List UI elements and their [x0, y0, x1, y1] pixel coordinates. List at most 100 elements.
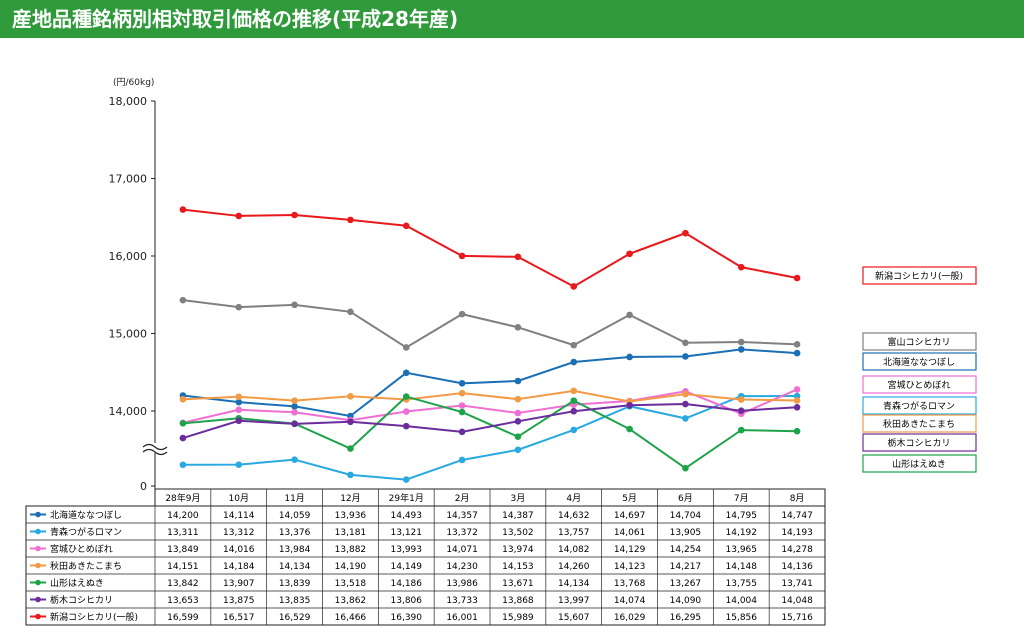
series-label: 栃木コシヒカリ [887, 437, 950, 449]
series-label: 新潟コシヒカリ(一般) [875, 270, 963, 282]
legend-label: 栃木コシヒカリ [50, 594, 113, 606]
data-label: 14,184 [223, 562, 255, 572]
x-tick-label: 28年9月 [165, 492, 200, 504]
data-label: 13,181 [335, 528, 367, 538]
data-point [682, 400, 689, 408]
data-label: 14,123 [614, 562, 646, 572]
legend-swatch-dot [35, 579, 41, 586]
data-label: 14,136 [781, 562, 813, 572]
x-tick-label: 10月 [229, 493, 249, 504]
data-point [682, 339, 689, 347]
data-point [626, 401, 633, 409]
data-label: 14,632 [558, 511, 590, 521]
data-label: 16,529 [279, 613, 311, 623]
page-title: 産地品種銘柄別相対取引価格の推移(平成28年産) [0, 0, 1024, 38]
data-point [793, 341, 801, 348]
data-point [682, 353, 689, 360]
legend-label: 宮城ひとめぼれ [50, 543, 113, 555]
data-label: 13,974 [502, 545, 534, 555]
data-label: 13,868 [502, 596, 534, 606]
data-label: 14,114 [223, 511, 255, 521]
data-label: 14,048 [781, 596, 813, 606]
data-label: 14,190 [335, 562, 367, 572]
data-point [402, 408, 410, 415]
data-point [179, 206, 187, 213]
axis-layer: 18,000 17,000 16,000 15,000 14,000 0 (円/60kg) [109, 77, 168, 493]
data-label: 13,741 [781, 579, 813, 589]
data-point [347, 471, 354, 479]
data-point [793, 427, 801, 435]
series-label-box [862, 454, 977, 473]
data-point [235, 393, 243, 401]
legend-label: 新潟コシヒカリ(一般) [50, 611, 138, 623]
legend-label: 山形はえぬき [50, 577, 104, 589]
data-point [179, 434, 187, 442]
data-point [402, 393, 410, 400]
data-label: 13,997 [558, 596, 590, 606]
data-point [570, 387, 578, 395]
data-point [514, 324, 522, 331]
data-point [458, 408, 466, 416]
data-point [626, 311, 633, 319]
data-label: 15,856 [726, 613, 758, 623]
data-label: 13,936 [335, 511, 367, 521]
data-label: 16,390 [391, 613, 423, 623]
data-label: 15,989 [502, 613, 534, 623]
data-point [402, 422, 410, 430]
data-point [626, 250, 633, 258]
series-label-box [862, 414, 977, 433]
legend-swatch-dot [35, 613, 41, 620]
series-label: 秋田あきたこまち [883, 418, 955, 430]
data-label: 14,193 [781, 528, 813, 538]
data-point [458, 252, 466, 260]
series-label-box [862, 396, 977, 415]
table-body [25, 505, 826, 626]
data-point [179, 296, 187, 304]
data-point [626, 425, 633, 433]
series-label: 北海道ななつぼし [883, 356, 955, 368]
legend-swatch-dot [35, 545, 41, 552]
data-point [682, 415, 689, 422]
data-point [291, 397, 298, 404]
y-tick-label: 16,000 [109, 250, 148, 263]
data-label: 13,993 [391, 545, 423, 555]
data-point [793, 386, 801, 393]
data-point [570, 341, 578, 349]
data-point [793, 349, 801, 357]
data-point [682, 390, 689, 398]
data-label: 14,230 [446, 562, 478, 572]
series-label: 富山コシヒカリ [887, 336, 950, 348]
data-label: 14,747 [781, 511, 813, 521]
data-point [737, 338, 745, 346]
data-point [514, 417, 522, 425]
series-label: 山形はえぬき [892, 458, 946, 470]
data-label: 13,757 [558, 528, 590, 538]
series-label-layer: 新潟コシヒカリ(一般) 富山コシヒカリ北海道ななつぼし宮城ひとめぼれ青森つがるロマ… [862, 266, 977, 473]
series-line [182, 395, 798, 481]
axis-break-icon [142, 443, 168, 456]
data-point [458, 310, 466, 318]
data-label: 13,518 [335, 579, 367, 589]
y-axis-unit: (円/60kg) [113, 77, 154, 88]
data-point [291, 403, 298, 410]
data-point [291, 420, 298, 428]
data-label: 14,016 [223, 545, 255, 555]
data-point [291, 408, 298, 416]
data-label: 14,148 [726, 562, 758, 572]
data-point [179, 395, 187, 403]
data-label: 13,806 [391, 596, 423, 606]
x-tick-label: 3月 [511, 493, 526, 504]
data-point [514, 409, 522, 417]
data-label: 14,387 [502, 511, 534, 521]
data-point [570, 397, 578, 404]
series-line-group [179, 206, 801, 290]
data-label: 16,517 [223, 613, 255, 623]
data-label: 13,875 [223, 596, 255, 606]
series-label-box [862, 332, 977, 351]
data-label: 14,200 [167, 511, 199, 521]
data-label: 13,862 [335, 596, 367, 606]
data-point [291, 211, 298, 219]
data-point [682, 229, 689, 237]
data-label: 14,192 [726, 528, 758, 538]
data-point [458, 456, 466, 464]
